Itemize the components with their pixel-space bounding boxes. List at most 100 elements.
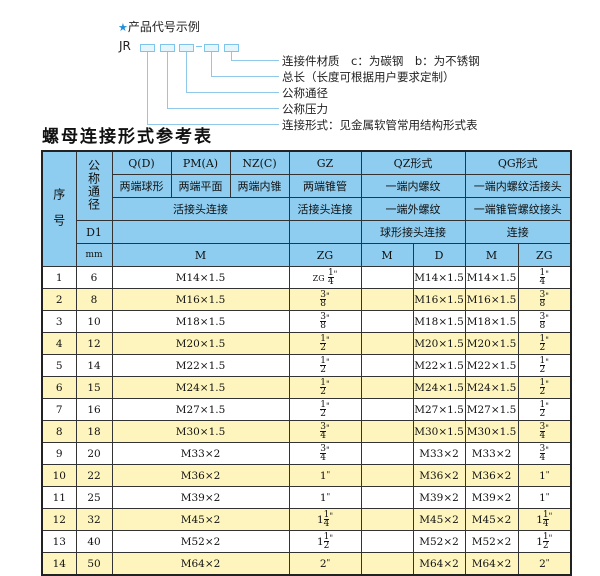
qz-d-cell: M52×2 <box>412 530 466 553</box>
qz-m-cell <box>360 552 414 576</box>
qg-m-cell: M45×2 <box>464 508 519 531</box>
m-cell: M39×2 <box>111 486 290 509</box>
seq-cell: 6 <box>41 376 77 399</box>
header-q: Q(D) <box>111 150 172 175</box>
table-row: 4 12 M20×1.5 1 2 " M20×1.5 M20×1.5 1 2 " <box>41 332 572 355</box>
nominal-cell: 18 <box>75 420 113 443</box>
qz-d-cell: M64×2 <box>412 552 466 576</box>
seq-cell: 2 <box>41 288 77 311</box>
zg-cell: 1 1 2 " <box>288 530 362 553</box>
header-qg: QG形式 <box>464 150 572 175</box>
header-pm: PM(A) <box>170 150 231 175</box>
seq-cell: 1 <box>41 266 77 289</box>
code-box <box>224 44 239 52</box>
code-label-pressure: 公称压力 <box>282 102 328 116</box>
qz-d-cell: M22×1.5 <box>412 354 466 377</box>
nominal-cell: 25 <box>75 486 113 509</box>
seq-cell: 14 <box>41 552 77 576</box>
m-cell: M52×2 <box>111 530 290 553</box>
qz-d-cell: M36×2 <box>412 464 466 487</box>
code-label-material: 连接件材质 c：为碳钢 b：为不锈钢 <box>282 54 480 68</box>
qz-m-cell <box>360 530 414 553</box>
m-cell: M36×2 <box>111 464 290 487</box>
qg-zg-cell: 1" <box>517 464 572 487</box>
table-row: 6 15 M24×1.5 1 2 " M24×1.5 M24×1.5 1 2 " <box>41 376 572 399</box>
qg-zg-cell: 1 1 2 " <box>517 530 572 553</box>
nominal-cell: 16 <box>75 398 113 421</box>
seq-cell: 9 <box>41 442 77 465</box>
qz-m-cell <box>360 486 414 509</box>
qz-m-cell <box>360 442 414 465</box>
zg-cell: 1 2 " <box>288 376 362 399</box>
header-d1: D1 <box>75 220 113 244</box>
nominal-cell: 40 <box>75 530 113 553</box>
qg-zg-cell: 3 8 " <box>517 310 572 333</box>
table-row: 12 32 M45×2 1 1 4 " M45×2 M45×2 1 1 4 " <box>41 508 572 531</box>
code-prefix: JR <box>119 39 131 53</box>
header-qg-m: M <box>464 243 519 267</box>
zg-cell: 3 8 " <box>288 310 362 333</box>
qg-zg-cell: 1 4 " <box>517 266 572 289</box>
nominal-cell: 14 <box>75 354 113 377</box>
header-zg: ZG <box>288 243 362 267</box>
zg-cell: 3 4 " <box>288 442 362 465</box>
m-cell: M20×1.5 <box>111 332 290 355</box>
qg-zg-cell: 1 2 " <box>517 376 572 399</box>
header-nz: NZ(C) <box>229 150 290 175</box>
nominal-cell: 12 <box>75 332 113 355</box>
zg-cell: 1" <box>288 464 362 487</box>
code-example-title-text: 产品代号示例 <box>127 20 200 34</box>
m-cell: M30×1.5 <box>111 420 290 443</box>
code-label-connection: 连接形式：见金属软管常用结构形式表 <box>282 118 478 132</box>
seq-cell: 7 <box>41 398 77 421</box>
nominal-cell: 6 <box>75 266 113 289</box>
qz-m-cell <box>360 420 414 443</box>
header-q-desc: 两端球形 <box>111 174 172 198</box>
m-cell: M22×1.5 <box>111 354 290 377</box>
qg-m-cell: M30×1.5 <box>464 420 519 443</box>
header-mm: mm <box>75 243 113 267</box>
header-nz-desc: 两端内锥 <box>229 174 290 198</box>
m-cell: M16×1.5 <box>111 288 290 311</box>
qg-zg-cell: 3 4 " <box>517 420 572 443</box>
qg-m-cell: M20×1.5 <box>464 332 519 355</box>
qg-zg-cell: 1" <box>517 486 572 509</box>
header-pm-desc: 两端平面 <box>170 174 231 198</box>
nut-connection-table: 序 号 公称通径 Q(D) PM(A) NZ(C) GZ QZ形式 QG形式 两… <box>41 150 573 576</box>
nominal-cell: 50 <box>75 552 113 576</box>
qz-d-cell: M16×1.5 <box>412 288 466 311</box>
qg-zg-cell: 1 1 4 " <box>517 508 572 531</box>
table-row: 9 20 M33×2 3 4 " M33×2 M33×2 3 4 " <box>41 442 572 465</box>
qg-zg-cell: 1 2 " <box>517 398 572 421</box>
nominal-cell: 20 <box>75 442 113 465</box>
qg-m-cell: M64×2 <box>464 552 519 576</box>
code-dash <box>196 46 202 47</box>
qg-m-cell: M36×2 <box>464 464 519 487</box>
qg-m-cell: M27×1.5 <box>464 398 519 421</box>
nominal-cell: 32 <box>75 508 113 531</box>
table-row: 3 10 M18×1.5 3 8 " M18×1.5 M18×1.5 3 8 " <box>41 310 572 333</box>
qz-m-cell <box>360 332 414 355</box>
nominal-cell: 8 <box>75 288 113 311</box>
qg-zg-cell: 3 4 " <box>517 442 572 465</box>
header-nominal: 公称通径 <box>75 150 113 221</box>
header-qz-m: M <box>360 243 414 267</box>
qg-m-cell: M22×1.5 <box>464 354 519 377</box>
code-label-diameter: 公称通径 <box>282 86 328 100</box>
seq-cell: 8 <box>41 420 77 443</box>
header-empty <box>111 220 290 244</box>
zg-cell: 1 2 " <box>288 398 362 421</box>
qz-d-cell: M14×1.5 <box>412 266 466 289</box>
